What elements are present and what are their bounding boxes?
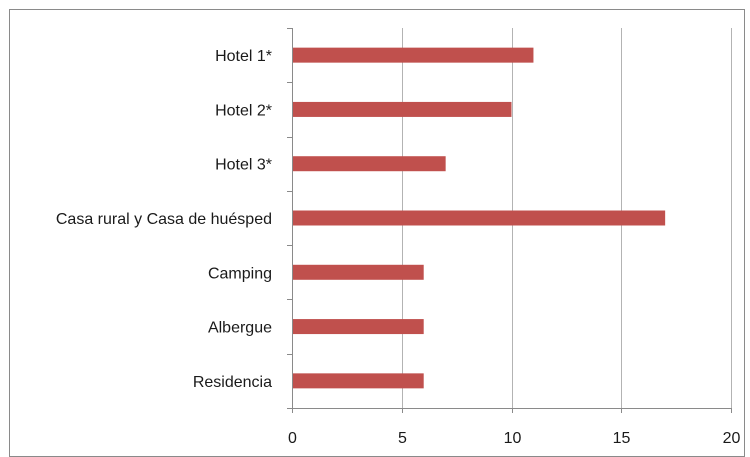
bar [293,101,512,117]
bar [293,373,424,389]
x-tick-label: 20 [723,430,741,447]
x-tick-label: 10 [504,430,522,447]
labels: 0 5 10 15 20 Hotel 1* Hotel 2* Hotel 3* Casa rur… [56,48,741,447]
category-label: Albergue [208,320,272,337]
x-tick-label: 15 [613,430,631,447]
bar [293,319,424,335]
bar [293,210,666,226]
bar [293,47,534,63]
category-label: Hotel 1* [215,48,272,65]
x-tick-label: 5 [398,430,407,447]
category-label: Hotel 2* [215,102,272,119]
category-label: Casa rural y Casa de huésped [56,211,272,228]
category-label: Camping [208,265,272,282]
category-label: Residencia [193,374,272,391]
bars [293,47,666,389]
bar [293,264,424,280]
x-tick-label: 0 [288,430,297,447]
axes [287,28,732,413]
bar [293,156,446,172]
category-label: Hotel 3* [215,157,272,174]
